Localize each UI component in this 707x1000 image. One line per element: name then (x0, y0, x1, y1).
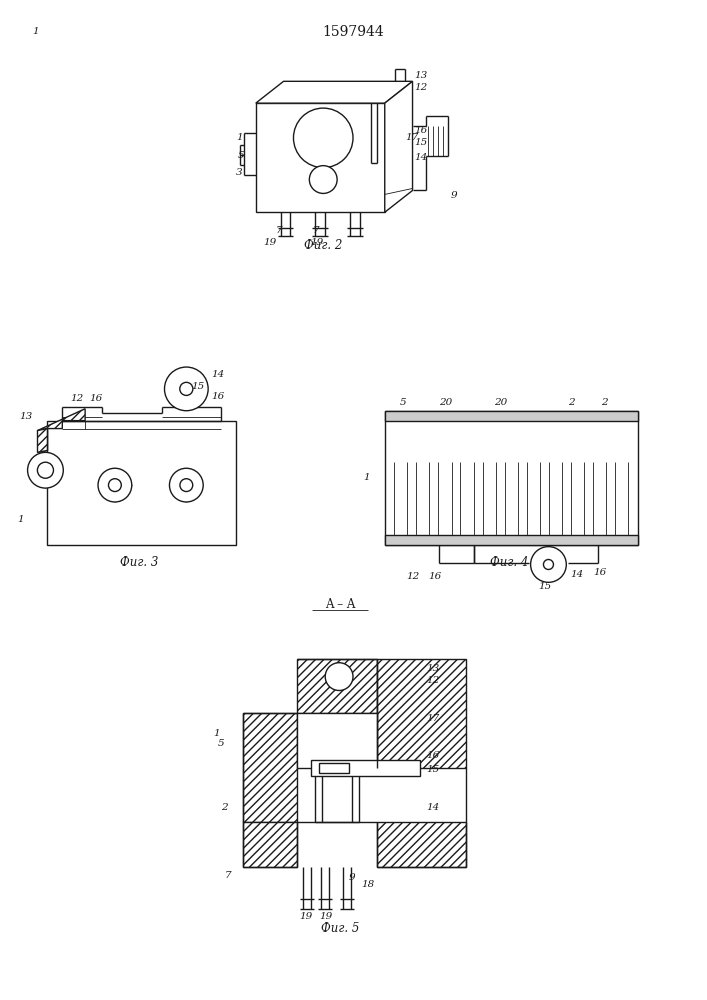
Text: 2: 2 (221, 803, 228, 812)
Circle shape (98, 468, 132, 502)
Text: 7: 7 (276, 226, 282, 235)
Text: 14: 14 (211, 370, 224, 379)
Text: 5: 5 (399, 398, 407, 407)
Text: 7: 7 (225, 871, 232, 880)
Text: 16: 16 (426, 751, 440, 760)
Text: 18: 18 (361, 880, 374, 889)
Text: 1: 1 (213, 729, 220, 738)
Text: 5: 5 (218, 739, 225, 748)
Polygon shape (37, 409, 85, 431)
Text: 20: 20 (439, 398, 452, 407)
Text: 12: 12 (414, 83, 428, 92)
Bar (243, 822, 298, 867)
Circle shape (544, 559, 554, 569)
Text: 2: 2 (601, 398, 607, 407)
Text: 16: 16 (211, 392, 224, 401)
Text: 16: 16 (593, 568, 607, 577)
Text: 1: 1 (236, 133, 243, 142)
Bar (243, 713, 298, 822)
Circle shape (180, 479, 193, 492)
Bar (47, 421, 236, 545)
Text: 9: 9 (349, 873, 356, 882)
Bar (315, 768, 359, 822)
Text: 17: 17 (406, 133, 419, 142)
Text: 16: 16 (89, 394, 103, 403)
Text: 14: 14 (571, 570, 583, 579)
Text: 20: 20 (494, 398, 507, 407)
Polygon shape (385, 81, 412, 212)
Text: 16: 16 (414, 126, 428, 135)
Text: Фиг. 2: Фиг. 2 (304, 239, 342, 252)
Text: 7: 7 (312, 226, 319, 235)
Bar (320, 763, 349, 773)
Text: 19: 19 (320, 912, 332, 921)
Circle shape (165, 367, 208, 411)
Circle shape (28, 452, 64, 488)
Text: 1597944: 1597944 (322, 25, 384, 39)
Text: 2: 2 (568, 398, 575, 407)
Text: 12: 12 (407, 572, 420, 581)
Text: 12: 12 (426, 676, 440, 685)
Text: 13: 13 (20, 412, 33, 421)
Bar (298, 713, 377, 768)
Text: 19: 19 (310, 238, 324, 247)
Circle shape (530, 547, 566, 582)
Circle shape (37, 462, 54, 478)
Text: 15: 15 (414, 138, 428, 147)
Text: Фиг. 4: Фиг. 4 (489, 556, 528, 569)
Bar (377, 659, 466, 768)
Text: Фиг. 5: Фиг. 5 (321, 922, 359, 935)
Text: 13: 13 (414, 71, 428, 80)
Text: 1: 1 (363, 473, 370, 482)
Text: 14: 14 (414, 153, 428, 162)
Text: 3: 3 (236, 168, 243, 177)
Text: 19: 19 (264, 238, 277, 247)
Circle shape (170, 468, 203, 502)
Text: 1: 1 (33, 27, 39, 36)
Polygon shape (37, 429, 47, 452)
Text: 13: 13 (426, 664, 440, 673)
Circle shape (293, 108, 353, 168)
Text: 15: 15 (426, 765, 440, 774)
Circle shape (108, 479, 122, 492)
Text: 15: 15 (539, 582, 551, 591)
Bar (385, 411, 638, 421)
Bar (385, 535, 638, 545)
Text: 5: 5 (238, 151, 245, 160)
Bar (311, 760, 421, 776)
Text: 19: 19 (300, 912, 312, 921)
Polygon shape (256, 81, 412, 103)
Bar (385, 411, 638, 545)
Text: 15: 15 (192, 382, 204, 391)
Text: A – A: A – A (325, 598, 356, 611)
Text: 14: 14 (426, 803, 440, 812)
Text: Фиг. 3: Фиг. 3 (119, 556, 158, 569)
Text: 17: 17 (426, 714, 440, 723)
Circle shape (310, 166, 337, 193)
Circle shape (325, 663, 353, 690)
Bar (256, 103, 385, 212)
Bar (377, 822, 466, 867)
Text: 16: 16 (428, 572, 442, 581)
Circle shape (180, 382, 193, 395)
Text: 1: 1 (18, 515, 24, 524)
Bar (298, 659, 377, 713)
Text: 9: 9 (450, 191, 457, 200)
Text: 12: 12 (70, 394, 83, 403)
